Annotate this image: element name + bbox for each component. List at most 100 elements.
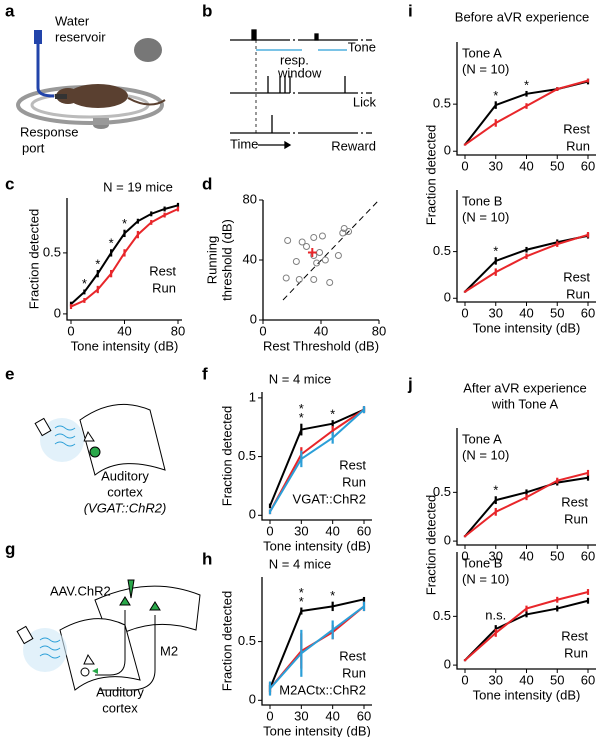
panel-label: a — [5, 1, 15, 20]
y-tick-label: 0 — [250, 311, 257, 326]
significance: * — [330, 407, 335, 422]
y-tick-label: 0 — [249, 692, 256, 707]
subtitle: Tone A — [462, 45, 502, 60]
subtitle: (N = 10) — [462, 571, 509, 586]
y-tick-label: 0.5 — [433, 243, 451, 258]
diagram-text: (VGAT::ChR2) — [84, 500, 167, 515]
x-axis-label: Tone intensity (dB) — [263, 723, 371, 737]
window-label: window — [277, 65, 322, 80]
x-tick-label: 40 — [519, 305, 533, 320]
legend-entry: Rest — [561, 628, 588, 643]
x-tick-label: 30 — [489, 305, 503, 320]
diagram-text: Response — [20, 124, 79, 139]
chart-title: with Tone A — [491, 396, 559, 411]
y-tick-label: 0.5 — [433, 608, 451, 623]
y-axis-label: Fraction detected — [423, 125, 438, 225]
point — [284, 237, 292, 244]
y-tick-label: 0.5 — [433, 484, 451, 499]
row-label: Tone — [348, 39, 376, 54]
point — [316, 249, 324, 256]
y-tick-label: 0 — [444, 143, 451, 158]
row-label: Lick — [353, 94, 377, 109]
point — [298, 238, 306, 246]
y-tick-label: 0 — [444, 533, 451, 548]
x-tick-label: 0 — [266, 523, 273, 538]
x-tick-label: 50 — [550, 548, 564, 563]
x-tick-label: 40 — [519, 672, 533, 687]
x-axis-label: Tone intensity (dB) — [263, 538, 371, 553]
axes — [66, 198, 182, 321]
point — [334, 252, 342, 259]
legend-entry: Run — [566, 138, 590, 153]
legend-entry: Rest — [339, 457, 366, 472]
diagram-text: Auditory — [96, 684, 144, 699]
point — [292, 258, 300, 265]
row-label: Reward — [331, 138, 376, 153]
significance: * — [109, 236, 114, 251]
x-tick-label: 40 — [519, 158, 533, 173]
y-axis-label: threshold (dB) — [219, 219, 234, 301]
y-axis-label: Fraction detected — [26, 209, 41, 309]
y-axis-label: Fraction detected — [219, 591, 234, 691]
x-tick-label: 60 — [357, 523, 371, 538]
x-tick-label: 0 — [461, 672, 468, 687]
x-tick-label: 30 — [489, 672, 503, 687]
panel-label: f — [202, 364, 208, 383]
diagram-text: Water — [55, 13, 90, 28]
diagram-text: Auditory — [101, 468, 149, 483]
x-tick-label: 0 — [259, 323, 266, 338]
legend-entry: Rest — [339, 648, 366, 663]
legend-entry: VGAT::ChR2 — [293, 491, 366, 506]
x-tick-label: 40 — [325, 708, 339, 723]
x-tick-label: 60 — [581, 305, 595, 320]
x-axis-label: Tone intensity (dB) — [473, 320, 581, 335]
trial-schematic — [230, 29, 372, 150]
x-tick-label: 0 — [67, 323, 74, 338]
x-tick-label: 60 — [581, 158, 595, 173]
point — [321, 256, 329, 264]
y-tick-label: 0 — [54, 305, 61, 320]
cortex-diagram-g — [16, 579, 201, 691]
subtitle: Tone A — [462, 431, 502, 446]
chart-title: N = 19 mice — [103, 179, 173, 194]
point — [313, 259, 321, 267]
x-tick-label: 0 — [461, 548, 468, 563]
legend-entry: Rest — [149, 263, 176, 278]
point — [310, 234, 318, 241]
chart-title: N = 4 mice — [269, 556, 332, 571]
legend-entry: Rest — [563, 269, 590, 284]
axes — [456, 552, 596, 670]
y-tick-label: 80 — [243, 191, 257, 206]
significance: * — [493, 244, 498, 259]
legend-entry: M2ACtx::ChR2 — [279, 682, 366, 697]
legend-entry: Run — [564, 645, 588, 660]
y-tick-label: 0.5 — [43, 244, 61, 259]
panel-label: b — [202, 1, 212, 20]
diagram-text: AAV.ChR2 — [50, 583, 111, 598]
point — [310, 276, 318, 283]
x-tick-label: 30 — [294, 708, 308, 723]
x-tick-label: 60 — [581, 548, 595, 563]
significance: * — [122, 216, 127, 231]
x-tick-label: 0 — [266, 708, 273, 723]
time-label: Time — [230, 136, 258, 151]
subtitle: (N = 10) — [462, 61, 509, 76]
significance: * — [330, 588, 335, 603]
x-axis-label: Tone intensity (dB) — [473, 687, 581, 702]
panel-label: e — [5, 364, 14, 383]
x-tick-label: 0 — [461, 158, 468, 173]
x-tick-label: 40 — [314, 323, 328, 338]
legend-entry: Run — [564, 511, 588, 526]
y-tick-label: 40 — [243, 251, 257, 266]
y-tick-label: 0 — [444, 657, 451, 672]
significance: * — [299, 585, 304, 600]
panel-label: j — [407, 374, 413, 393]
point — [303, 243, 310, 250]
y-tick-label: 0.5 — [433, 96, 451, 111]
significance: * — [299, 401, 304, 416]
axes — [456, 190, 596, 303]
axes — [261, 392, 372, 521]
point — [282, 274, 290, 282]
legend-entry: Rest — [561, 494, 588, 509]
y-tick-label: 0.5 — [238, 448, 256, 463]
